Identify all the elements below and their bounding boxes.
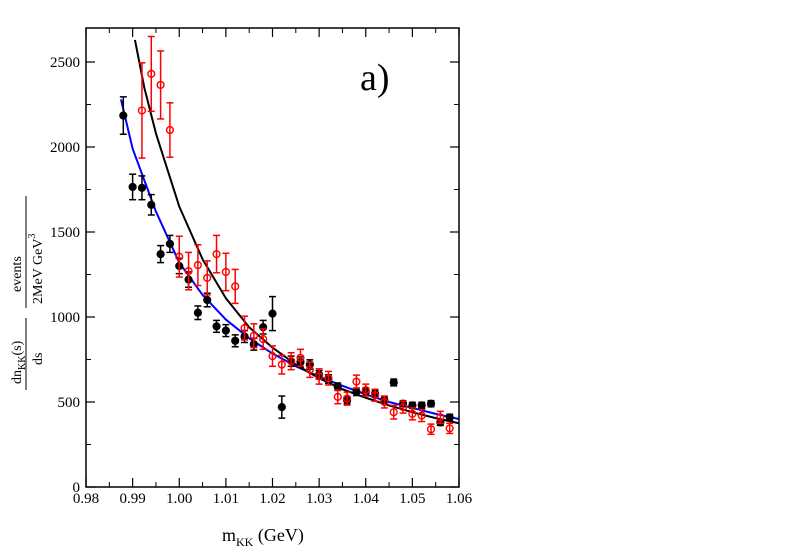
y-tick-label: 2500 (50, 55, 80, 71)
data-point-red-data (436, 413, 445, 422)
data-point-red-data (426, 425, 436, 434)
y-axis-title: dnKK(s) ds events 2MeV GeV3 (10, 196, 46, 390)
y-tick-label: 0 (73, 480, 81, 496)
data-point-black-data (212, 322, 221, 331)
data-point-red-data (221, 267, 230, 277)
plot-frame (85, 27, 460, 488)
x-axis-title-main: m (222, 525, 236, 545)
data-point-red-data (165, 125, 175, 135)
data-point-red-data (184, 267, 193, 276)
data-point-red-data (417, 411, 426, 420)
data-point-black-data (203, 295, 212, 305)
y-tick-label: 1500 (50, 225, 80, 241)
data-point-red-data (370, 391, 380, 400)
data-point-red-data (212, 250, 221, 259)
x-axis-title: mKK (GeV) (222, 525, 304, 549)
data-point-red-data (380, 397, 389, 407)
data-point-red-data (333, 392, 342, 402)
data-point-black-data (128, 182, 137, 192)
x-tick-label: 1.02 (259, 491, 285, 507)
data-point-red-data (240, 323, 249, 333)
y-title-right-numerator: events (10, 256, 25, 292)
data-point-red-data (445, 424, 454, 433)
data-point-black-data (426, 399, 436, 408)
data-point-red-data (296, 353, 305, 362)
x-tick-label: 1.01 (213, 491, 239, 507)
data-point-red-data (203, 273, 212, 283)
data-point-black-data (193, 308, 202, 317)
y-tick-label: 2000 (50, 140, 80, 156)
data-point-red-data (175, 252, 184, 261)
data-point-black-data (137, 183, 147, 192)
axis-ticks: 0.98 0.99 1.00 1.01 1.02 1.03 1.04 1.05 1.06 0 500… (50, 28, 473, 507)
data-point-black-data (231, 336, 240, 345)
data-point-red-data (193, 261, 203, 270)
y-title-left-numerator: dnKK(s) (10, 340, 28, 384)
data-point-black-data (333, 382, 342, 391)
data-point-red-data (343, 394, 352, 403)
data-point-red-data (315, 372, 324, 381)
x-tick-label: 1.06 (446, 491, 473, 507)
data-point-red-data (259, 335, 268, 344)
x-tick-label: 1.00 (166, 491, 192, 507)
data-point-red-data (324, 374, 333, 383)
x-tick-label: 1.03 (306, 491, 332, 507)
data-point-red-data (305, 365, 314, 374)
series-line-blue-fit (119, 99, 459, 420)
panel-label: a) (360, 57, 390, 99)
x-axis-title-unit: (GeV) (253, 525, 303, 546)
data-point-red-data (268, 352, 277, 361)
data-point-red-data (352, 377, 361, 386)
data-point-black-data (156, 250, 165, 259)
data-point-black-data (268, 309, 277, 318)
data-point-red-data (408, 409, 417, 419)
y-title-left-denominator: ds (31, 353, 46, 365)
data-point-black-data (221, 326, 230, 335)
x-axis-title-sub: KK (236, 535, 254, 549)
y-title-right-denominator: 2MeV GeV3 (27, 234, 46, 304)
data-point-black-data (445, 413, 454, 422)
data-point-black-data (352, 387, 361, 396)
plot-data-layer (119, 35, 459, 436)
data-point-black-data (147, 200, 156, 209)
y-tick-label: 1000 (50, 310, 80, 326)
data-point-black-data (119, 111, 128, 120)
data-point-black-data (277, 403, 286, 412)
x-tick-label: 1.05 (399, 491, 425, 507)
data-point-red-data (249, 331, 258, 340)
x-tick-label: 0.98 (73, 491, 99, 507)
data-point-black-data (389, 378, 398, 387)
data-point-red-data (277, 360, 286, 369)
data-point-red-data (361, 386, 370, 395)
x-tick-label: 1.04 (353, 491, 380, 507)
data-point-red-data (231, 282, 240, 291)
data-point-red-data (398, 403, 408, 412)
data-point-black-data (165, 239, 175, 248)
y-tick-label: 500 (58, 395, 81, 411)
data-point-red-data (389, 408, 398, 417)
data-point-red-data (137, 106, 147, 115)
data-point-red-data (156, 80, 165, 90)
data-point-red-data (147, 69, 156, 79)
x-tick-label: 0.99 (120, 491, 146, 507)
data-point-red-data (287, 357, 296, 366)
data-point-black-data (417, 401, 426, 410)
